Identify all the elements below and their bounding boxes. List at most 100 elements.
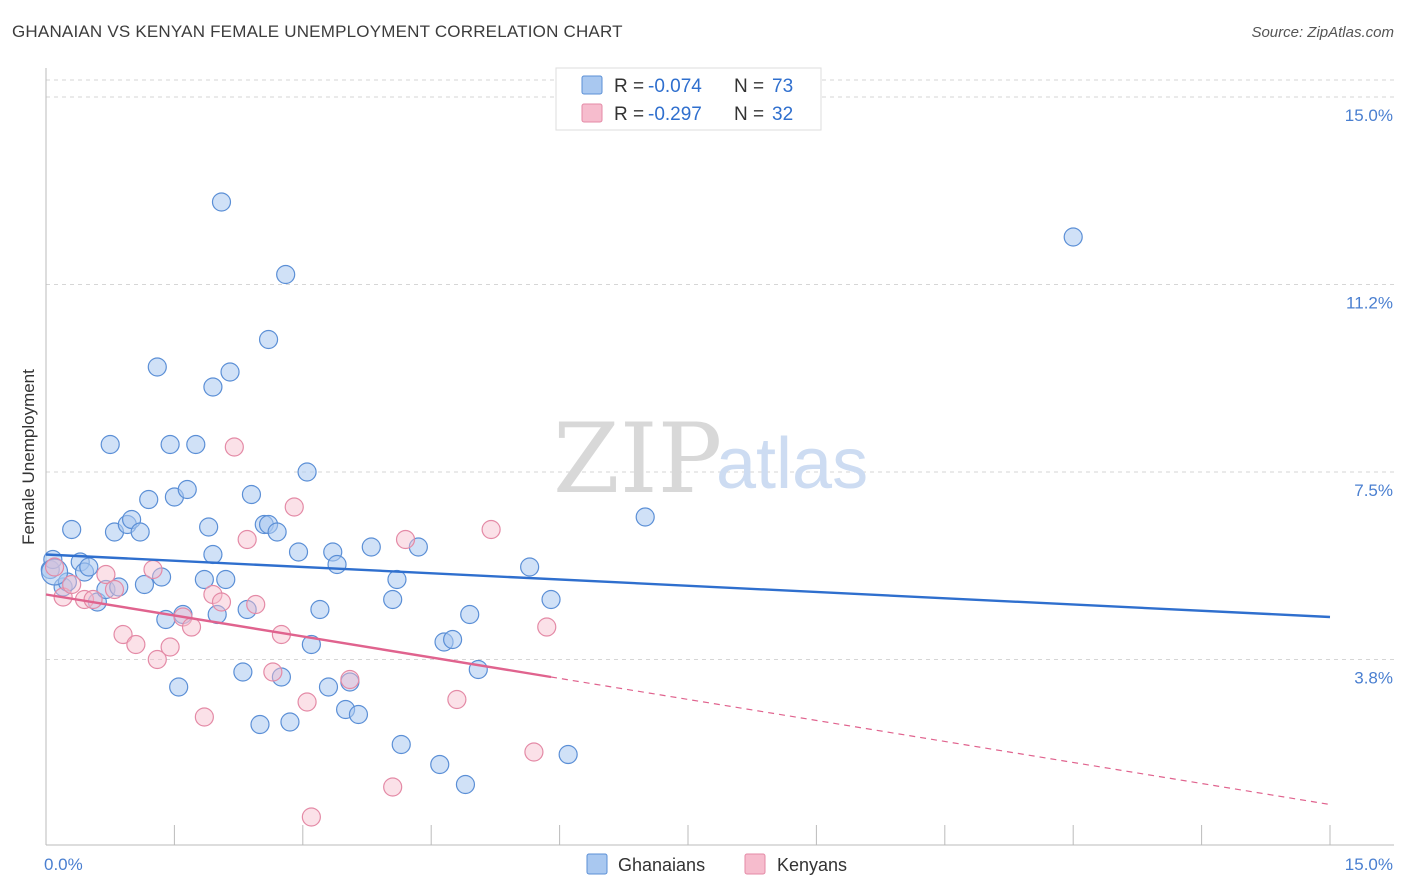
data-point bbox=[224, 437, 244, 457]
data-point bbox=[40, 558, 69, 586]
data-point bbox=[186, 434, 206, 455]
data-point bbox=[395, 529, 416, 550]
data-point bbox=[220, 362, 240, 382]
data-point bbox=[143, 559, 163, 580]
data-point bbox=[246, 594, 266, 615]
data-point bbox=[310, 599, 330, 620]
data-point bbox=[199, 517, 219, 537]
x-tick-label: 15.0% bbox=[1345, 855, 1393, 874]
data-point bbox=[203, 544, 223, 565]
legend-n-value-0: 73 bbox=[772, 76, 793, 97]
data-point bbox=[126, 634, 146, 655]
watermark: ZIP atlas bbox=[553, 403, 868, 515]
data-point bbox=[134, 574, 155, 595]
bottom-legend-swatch-ghanaians bbox=[586, 853, 608, 875]
data-point bbox=[383, 589, 403, 610]
data-point bbox=[100, 434, 120, 455]
data-point bbox=[177, 479, 197, 500]
y-tick-label: 11.2% bbox=[1346, 294, 1393, 313]
data-point bbox=[455, 774, 476, 795]
data-point bbox=[233, 662, 253, 682]
data-point bbox=[348, 704, 369, 725]
data-point bbox=[160, 637, 180, 657]
data-point bbox=[258, 329, 279, 350]
legend-n-label-1: N = bbox=[734, 104, 764, 125]
bottom-legend-label-ghanaians: Ghanaians bbox=[618, 855, 705, 875]
legend-swatch-ghanaians bbox=[581, 75, 603, 95]
data-point bbox=[263, 662, 283, 682]
data-point bbox=[130, 522, 150, 542]
data-point bbox=[340, 669, 360, 690]
legend-r-value-1: -0.297 bbox=[648, 104, 702, 125]
trend-lines bbox=[45, 553, 1331, 806]
data-point bbox=[169, 677, 189, 697]
data-point bbox=[181, 617, 202, 637]
data-point bbox=[391, 734, 411, 755]
data-point bbox=[383, 777, 403, 797]
data-point bbox=[301, 634, 321, 655]
data-point bbox=[280, 712, 300, 732]
data-point bbox=[1063, 227, 1083, 247]
data-point bbox=[524, 742, 544, 762]
data-point bbox=[327, 554, 347, 575]
data-point bbox=[447, 689, 467, 710]
data-point bbox=[558, 744, 578, 765]
data-point bbox=[44, 557, 65, 577]
data-point bbox=[301, 807, 321, 827]
data-point bbox=[216, 569, 236, 590]
grid-lines bbox=[46, 79, 1394, 660]
data-point bbox=[203, 377, 223, 397]
data-point bbox=[635, 507, 655, 527]
legend-swatch-kenyans bbox=[581, 103, 603, 123]
data-point bbox=[443, 629, 463, 650]
data-point bbox=[147, 357, 167, 377]
legend-r-label-0: R = bbox=[614, 76, 644, 97]
data-point bbox=[318, 677, 339, 697]
legend-r-label-1: R = bbox=[614, 104, 644, 125]
data-point bbox=[297, 692, 317, 712]
data-point bbox=[387, 569, 407, 590]
data-point bbox=[194, 707, 214, 727]
data-point bbox=[250, 714, 270, 735]
data-point bbox=[276, 264, 296, 285]
data-point bbox=[79, 557, 99, 577]
y-tick-label: 3.8% bbox=[1354, 669, 1393, 688]
trend-line-extension bbox=[550, 676, 1331, 806]
data-point bbox=[96, 564, 116, 585]
y-tick-labels: 3.8% 7.5% 11.2% 15.0% bbox=[1345, 106, 1393, 688]
data-point bbox=[83, 589, 103, 610]
data-point bbox=[211, 192, 232, 212]
bottom-legend-label-kenyans: Kenyans bbox=[777, 855, 847, 875]
data-point bbox=[147, 649, 167, 670]
x-tick-labels: 0.0% 15.0% bbox=[44, 855, 1393, 874]
watermark-zip: ZIP bbox=[553, 403, 722, 515]
data-point bbox=[460, 604, 480, 625]
data-point bbox=[288, 542, 309, 562]
legend-r-value-0: -0.074 bbox=[648, 76, 702, 97]
y-tick-label: 7.5% bbox=[1354, 481, 1393, 500]
data-point bbox=[237, 529, 257, 550]
source-label: Source: ZipAtlas.com bbox=[1251, 24, 1394, 41]
watermark-atlas: atlas bbox=[716, 424, 868, 504]
data-point bbox=[62, 574, 82, 595]
y-axis-label: Female Unemployment bbox=[19, 369, 38, 545]
data-point bbox=[541, 589, 561, 610]
trend-line bbox=[45, 553, 1331, 619]
legend-n-label-0: N = bbox=[734, 76, 764, 97]
data-point bbox=[297, 462, 317, 482]
data-point bbox=[481, 519, 501, 540]
data-point bbox=[537, 617, 557, 637]
data-point bbox=[430, 754, 450, 775]
axes bbox=[45, 68, 1394, 846]
data-point bbox=[113, 624, 133, 645]
data-point bbox=[104, 579, 125, 600]
trend-line bbox=[45, 593, 552, 679]
data-point bbox=[284, 497, 304, 517]
data-point bbox=[361, 537, 381, 557]
data-point bbox=[267, 522, 287, 542]
series-kenyans-points bbox=[44, 437, 557, 827]
legend-n-value-1: 32 bbox=[772, 104, 793, 125]
data-point bbox=[139, 489, 159, 510]
chart-title: GHANAIAN VS KENYAN FEMALE UNEMPLOYMENT C… bbox=[12, 22, 623, 41]
